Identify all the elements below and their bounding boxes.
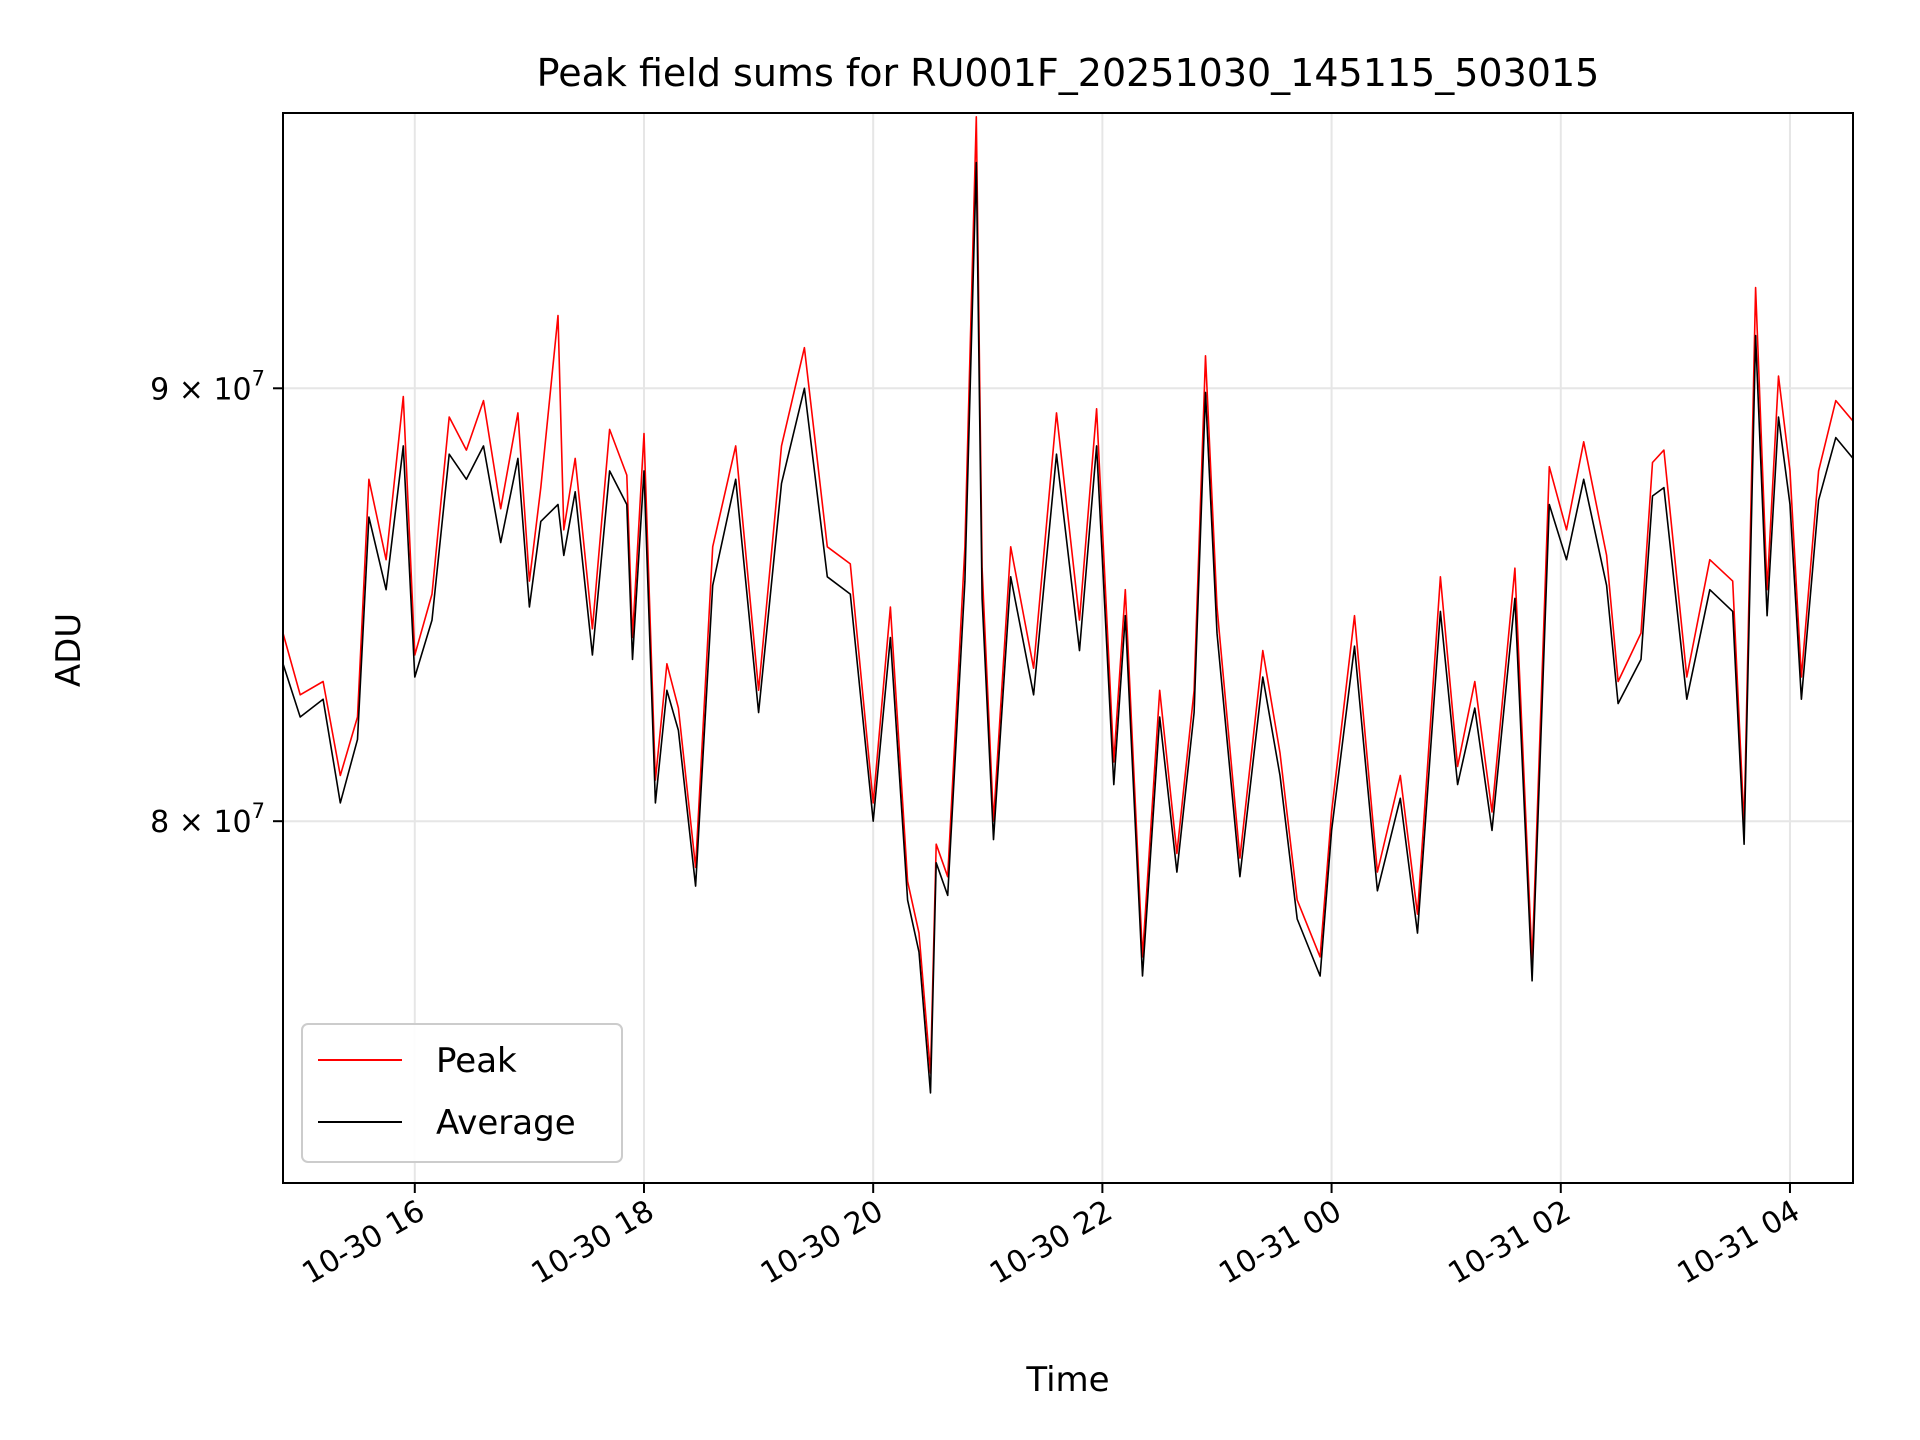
y-tick-label: 9 × 107 (150, 366, 265, 407)
chart-title: Peak field sums for RU001F_20251030_1451… (537, 51, 1600, 95)
y-tick-mantissa: 8 (150, 805, 169, 840)
y-tick-times: × (169, 372, 213, 407)
y-tick-exponent: 7 (252, 799, 265, 823)
y-tick-mantissa: 9 (150, 372, 169, 407)
y-tick-base: 10 (213, 372, 251, 407)
series-line-peak (283, 116, 1853, 1074)
series-layer (283, 116, 1853, 1094)
y-tick-label: 8 × 107 (150, 799, 265, 840)
grid-lines (283, 113, 1853, 1183)
legend-label-peak: Peak (436, 1041, 517, 1081)
y-axis-label: ADU (49, 613, 89, 687)
y-tick-base: 10 (213, 805, 251, 840)
legend-box (301, 1023, 623, 1163)
plot-frame (282, 112, 1854, 1184)
y-tick-exponent: 7 (252, 366, 265, 390)
legend: Peak Average (301, 1023, 623, 1163)
x-axis-label: Time (1025, 1360, 1109, 1400)
y-tick-times: × (169, 805, 213, 840)
legend-label-average: Average (436, 1103, 576, 1143)
series-line-average (283, 161, 1853, 1094)
